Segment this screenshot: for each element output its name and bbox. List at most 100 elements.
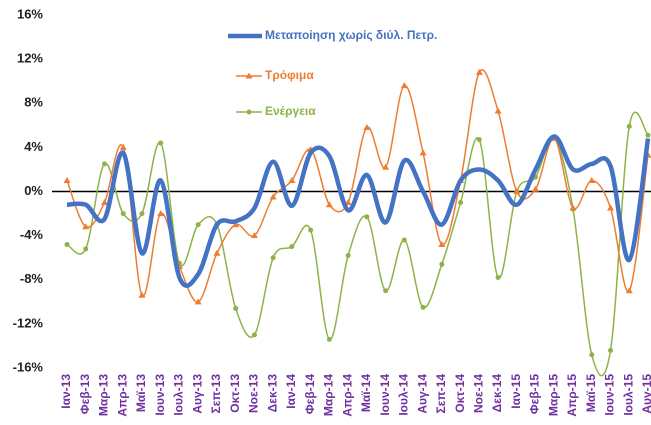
data-point	[194, 298, 202, 305]
data-point	[420, 304, 426, 310]
x-tick-label: Μαρ-13	[97, 374, 111, 416]
x-tick-label: Μαϊ-14	[359, 374, 373, 412]
legend-marker	[245, 72, 253, 79]
data-point	[64, 241, 70, 247]
x-tick-label: Ιουλ-14	[397, 374, 411, 416]
data-point	[419, 149, 427, 156]
data-point	[607, 204, 615, 211]
y-tick-label: -8%	[20, 271, 44, 286]
data-point	[195, 222, 201, 228]
series-line	[66, 69, 649, 303]
x-tick-label: Ιαν-15	[509, 374, 523, 409]
x-tick-label: Αυγ-13	[190, 374, 204, 414]
data-point	[289, 244, 295, 250]
x-tick-label: Φεβ-13	[78, 374, 92, 415]
data-point	[363, 124, 371, 131]
x-tick-label: Φεβ-15	[528, 374, 542, 415]
x-tick-label: Σεπ-13	[209, 374, 223, 414]
data-point	[569, 204, 577, 211]
data-point	[120, 211, 126, 217]
data-point	[494, 107, 502, 114]
y-tick-label: 12%	[17, 51, 43, 66]
y-tick-label: 4%	[24, 139, 43, 154]
data-point	[250, 232, 258, 239]
data-point	[364, 214, 370, 220]
x-tick-label: Δεκ-13	[265, 374, 279, 413]
data-point	[83, 246, 89, 252]
data-point	[439, 261, 445, 267]
y-tick-label: 16%	[17, 6, 43, 21]
data-point	[138, 291, 146, 298]
x-tick-label: Ιουλ-15	[621, 374, 635, 416]
x-tick-label: Αυγ-14	[415, 374, 429, 414]
data-point	[288, 176, 296, 183]
x-tick-label: Δεκ-14	[490, 374, 504, 413]
data-point	[270, 255, 276, 261]
x-tick-label: Ιουν-14	[378, 374, 392, 416]
legend-marker	[246, 109, 252, 115]
data-point	[475, 68, 483, 75]
data-point	[458, 200, 464, 206]
data-point	[438, 240, 446, 247]
series-line	[66, 134, 651, 288]
data-point	[157, 210, 165, 217]
data-point	[119, 143, 127, 150]
x-tick-label: Ιουλ-13	[172, 374, 186, 416]
data-point	[326, 336, 332, 342]
data-point	[233, 305, 239, 311]
data-point	[532, 185, 540, 192]
legend-label: Ενέργεια	[265, 104, 316, 118]
x-tick-label: Νοε-14	[471, 374, 485, 413]
data-point	[589, 352, 595, 358]
x-tick-label: Αυγ-15	[640, 374, 651, 414]
data-point	[608, 347, 614, 353]
y-tick-label: -4%	[20, 227, 44, 242]
x-tick-label: Οκτ-13	[228, 374, 242, 413]
x-tick-label: Ιουν-15	[603, 374, 617, 416]
data-point	[213, 249, 221, 256]
data-point	[401, 237, 407, 243]
data-point	[232, 221, 240, 228]
x-tick-label: Οκτ-14	[453, 374, 467, 413]
data-point	[325, 201, 333, 208]
x-tick-label: Μαρ-14	[322, 374, 336, 416]
y-tick-label: -16%	[13, 359, 44, 374]
data-point	[139, 211, 145, 217]
data-point	[588, 176, 596, 183]
legend-label: Μεταποίηση χωρίς διύλ. Πετρ.	[265, 28, 437, 42]
data-point	[400, 82, 408, 89]
data-point	[269, 193, 277, 200]
x-tick-label: Σεπ-14	[434, 374, 448, 414]
x-tick-label: Μαρ-15	[546, 374, 560, 416]
x-tick-label: Φεβ-14	[303, 374, 317, 415]
data-point	[345, 252, 351, 258]
data-point	[626, 123, 632, 129]
data-point	[476, 137, 482, 143]
data-point	[158, 140, 164, 146]
y-tick-label: 8%	[24, 95, 43, 110]
data-point	[382, 163, 390, 170]
data-point	[308, 227, 314, 233]
data-point	[513, 188, 521, 194]
y-tick-label: -12%	[13, 315, 44, 330]
data-point	[100, 199, 108, 206]
x-tick-label: Ιαν-13	[59, 374, 73, 409]
x-tick-label: Ιουν-13	[153, 374, 167, 416]
legend-label: Τρόφιμα	[265, 68, 314, 82]
data-point	[82, 223, 90, 230]
x-tick-label: Μαϊ-15	[584, 374, 598, 412]
data-point	[383, 288, 389, 294]
data-point	[495, 275, 501, 281]
x-tick-label: Νοε-13	[247, 374, 261, 413]
data-point	[63, 176, 71, 183]
data-point	[625, 287, 633, 294]
data-point	[251, 332, 257, 338]
x-tick-label: Απρ-14	[340, 374, 354, 417]
x-tick-label: Ιαν-14	[284, 374, 298, 409]
x-tick-label: Μαϊ-13	[134, 374, 148, 412]
data-point	[101, 161, 107, 167]
x-tick-label: Απρ-13	[115, 374, 129, 417]
y-tick-label: 0%	[24, 183, 43, 198]
data-point	[645, 132, 651, 138]
